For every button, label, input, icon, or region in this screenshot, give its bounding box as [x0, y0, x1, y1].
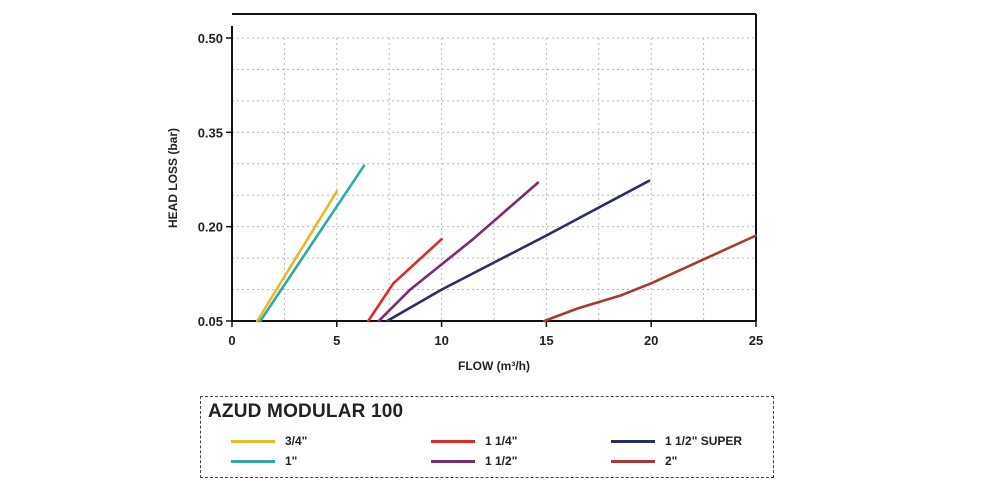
legend-label: 1" [285, 454, 298, 468]
y-tick-label: 0.05 [198, 314, 223, 329]
x-tick-label: 15 [539, 333, 553, 348]
y-tick-label: 0.35 [198, 125, 223, 140]
legend: AZUD MODULAR 100 3/4" 1" 1 1/4" 1 1/2" 1 1/2… [200, 396, 774, 478]
legend-item: 1 1/2" SUPER [611, 433, 742, 449]
series-lines [255, 164, 758, 323]
series-line [366, 237, 443, 323]
x-tick-label: 0 [228, 333, 235, 348]
legend-label: 1 1/2" SUPER [665, 434, 743, 448]
legend-swatch [231, 439, 275, 443]
legend-item: 1 1/2" [431, 453, 517, 469]
series-line [255, 190, 339, 323]
legend-swatch [231, 459, 275, 463]
legend-swatch [611, 459, 655, 463]
x-axis-label: FLOW (m³/h) [458, 359, 530, 373]
y-axis-label: HEAD LOSS (bar) [166, 128, 180, 228]
legend-label: 3/4" [285, 434, 308, 448]
grid [232, 37, 756, 321]
legend-label: 2" [665, 454, 678, 468]
series-line [377, 181, 540, 323]
series-line [542, 234, 758, 323]
y-tick-label: 0.50 [198, 31, 223, 46]
legend-item: 1 1/4" [431, 433, 517, 449]
series-line [258, 164, 366, 323]
legend-title: AZUD MODULAR 100 [208, 401, 404, 422]
x-tick-label: 25 [749, 333, 763, 348]
x-tick-label: 20 [644, 333, 658, 348]
legend-item: 1" [231, 453, 297, 469]
series-line [385, 179, 651, 323]
x-tick-label: 10 [434, 333, 448, 348]
tick-labels: 0 5 10 15 20 25 0.05 0.20 0.35 0.50 [198, 31, 764, 348]
legend-label: 1 1/2" [485, 454, 518, 468]
axes [226, 14, 757, 327]
legend-swatch [431, 459, 475, 463]
legend-item: 2" [611, 453, 677, 469]
legend-swatch [611, 439, 655, 443]
legend-label: 1 1/4" [485, 434, 518, 448]
x-tick-label: 5 [333, 333, 340, 348]
head-loss-chart: 0 5 10 15 20 25 0.05 0.20 0.35 0.50 FLOW (m³/h) H… [166, 13, 764, 373]
legend-item: 3/4" [231, 433, 307, 449]
legend-swatch [431, 439, 475, 443]
y-tick-label: 0.20 [198, 220, 223, 235]
